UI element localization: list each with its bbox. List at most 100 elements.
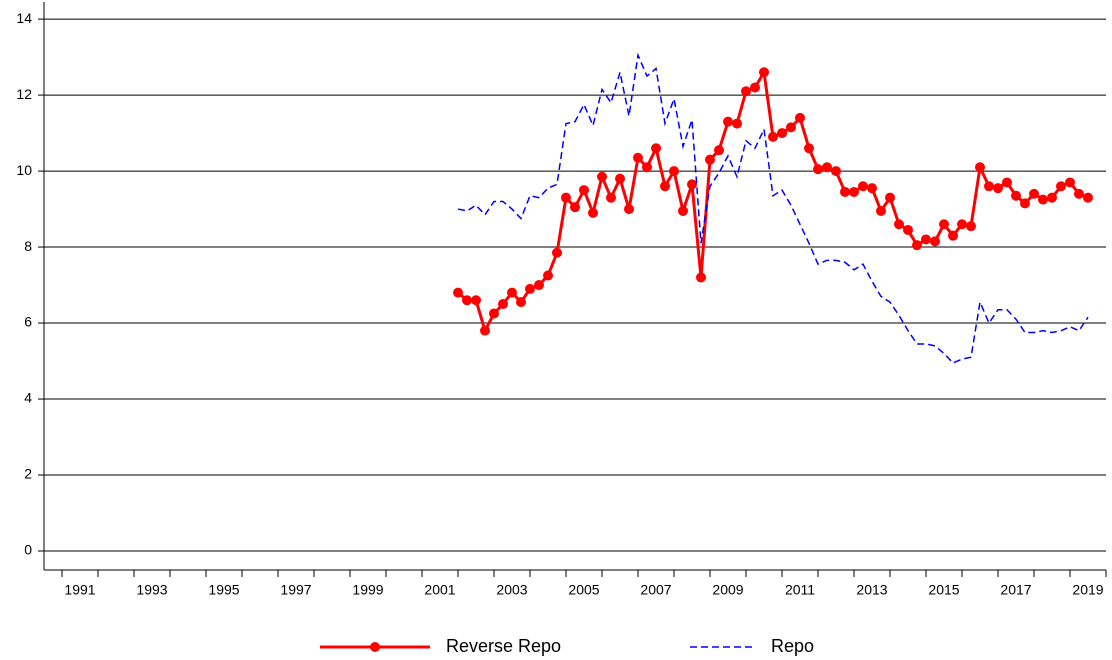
data-point <box>1065 177 1075 188</box>
data-point <box>696 272 706 283</box>
data-point <box>489 308 499 319</box>
data-point <box>570 202 580 213</box>
data-point <box>840 186 850 197</box>
x-tick-label: 2011 <box>785 582 815 598</box>
y-tick-label: 10 <box>16 162 32 178</box>
data-point <box>660 181 670 192</box>
x-tick-label: 2007 <box>640 582 671 598</box>
data-point <box>606 192 616 203</box>
data-point <box>516 297 526 308</box>
data-point <box>804 143 814 154</box>
x-tick-label: 2017 <box>1000 582 1031 598</box>
data-point <box>678 205 688 216</box>
x-tick-label: 1991 <box>64 582 95 598</box>
x-tick-label: 2019 <box>1072 582 1103 598</box>
data-point <box>642 162 652 173</box>
data-point <box>768 131 778 142</box>
legend-marker <box>370 642 380 652</box>
data-point <box>498 299 508 310</box>
data-point <box>759 67 769 78</box>
data-point <box>714 145 724 156</box>
data-point <box>849 186 859 197</box>
data-point <box>687 179 697 190</box>
data-point <box>876 205 886 216</box>
data-point <box>903 224 913 235</box>
data-point <box>993 183 1003 194</box>
data-point <box>453 287 463 298</box>
x-tick-label: 2013 <box>856 582 887 598</box>
data-point <box>930 236 940 247</box>
x-tick-label: 1995 <box>208 582 239 598</box>
data-point <box>966 221 976 232</box>
data-point <box>1011 190 1021 201</box>
data-point <box>1038 194 1048 205</box>
data-point <box>858 181 868 192</box>
data-point <box>651 143 661 154</box>
legend-label: Reverse Repo <box>446 636 561 656</box>
legend-label: Repo <box>771 636 814 656</box>
data-point <box>480 325 490 336</box>
data-point <box>462 295 472 306</box>
y-tick-label: 12 <box>16 86 32 102</box>
data-point <box>948 230 958 241</box>
data-point <box>471 295 481 306</box>
data-point <box>624 204 634 215</box>
data-point <box>579 185 589 196</box>
data-point <box>750 82 760 93</box>
data-point <box>525 283 535 294</box>
data-point <box>705 154 715 165</box>
data-point <box>561 192 571 203</box>
data-point <box>867 183 877 194</box>
data-point <box>741 86 751 97</box>
data-point <box>912 240 922 251</box>
data-point <box>1056 181 1066 192</box>
series-line <box>457 67 1089 335</box>
x-tick-label: 1999 <box>352 582 383 598</box>
data-point <box>795 112 805 123</box>
data-point <box>615 173 625 184</box>
data-point <box>831 166 841 177</box>
data-point <box>507 287 517 298</box>
data-point <box>1047 192 1057 203</box>
data-point <box>669 166 679 177</box>
data-point <box>1020 198 1030 209</box>
data-point <box>552 247 562 258</box>
data-point <box>894 219 904 230</box>
data-point <box>975 162 985 173</box>
y-tick-label: 0 <box>24 542 32 558</box>
y-tick-label: 2 <box>24 466 32 482</box>
x-tick-label: 1993 <box>136 582 167 598</box>
x-tick-label: 2001 <box>424 582 455 598</box>
data-point <box>921 234 931 245</box>
data-point <box>822 162 832 173</box>
y-tick-label: 8 <box>24 238 32 254</box>
data-point <box>1074 188 1084 199</box>
data-point <box>957 219 967 230</box>
data-point <box>732 118 742 129</box>
data-point <box>786 122 796 133</box>
data-point <box>1029 188 1039 199</box>
data-point <box>777 128 787 139</box>
data-point <box>543 270 553 281</box>
data-point <box>1083 192 1093 203</box>
data-point <box>813 164 823 175</box>
x-tick-label: 1997 <box>280 582 311 598</box>
x-tick-label: 2003 <box>496 582 527 598</box>
data-point <box>588 207 598 218</box>
y-tick-label: 4 <box>24 390 32 406</box>
data-point <box>534 280 544 291</box>
data-point <box>633 152 643 163</box>
x-tick-label: 2015 <box>928 582 959 598</box>
data-point <box>885 192 895 203</box>
x-tick-label: 2005 <box>568 582 599 598</box>
x-tick-label: 2009 <box>712 582 743 598</box>
data-point <box>597 171 607 182</box>
y-tick-label: 6 <box>24 314 32 330</box>
y-tick-label: 14 <box>16 10 32 26</box>
data-point <box>723 116 733 127</box>
data-point <box>1002 177 1012 188</box>
data-point <box>939 219 949 230</box>
data-point <box>984 181 994 192</box>
